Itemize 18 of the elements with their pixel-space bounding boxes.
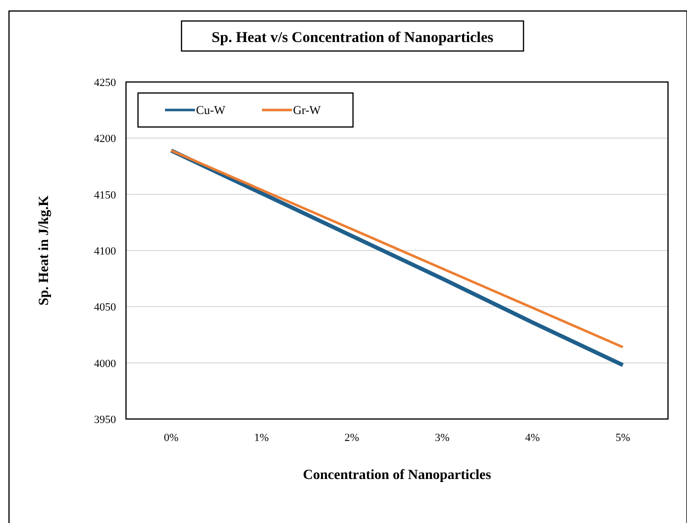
y-tick-label: 4200	[94, 133, 116, 146]
x-tick-label: 1%	[254, 432, 269, 444]
y-tick-label: 3950	[94, 414, 116, 426]
y-tick-label: 4000	[94, 358, 116, 370]
x-tick-label: 4%	[525, 432, 540, 444]
x-tick-label: 5%	[615, 432, 630, 444]
y-tick-label: 4150	[94, 189, 116, 202]
legend-label: Gr-W	[293, 103, 322, 117]
y-tick-label: 4050	[94, 302, 116, 314]
legend-label: Cu-W	[196, 103, 226, 117]
chart-title: Sp. Heat v/s Concentration of Nanoparticles	[212, 30, 494, 46]
x-tick-label: 2%	[344, 432, 360, 444]
y-axis-title: Sp. Heat in J/kg.K	[37, 195, 52, 306]
x-axis-title: Concentration of Nanoparticles	[302, 468, 492, 483]
y-tick-label: 4100	[94, 246, 116, 258]
x-tick-label: 3%	[434, 432, 450, 444]
y-tick-label: 4250	[94, 77, 116, 89]
x-tick-label: 0%	[164, 432, 179, 444]
